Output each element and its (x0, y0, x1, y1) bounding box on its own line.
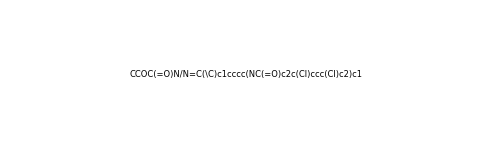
Text: CCOC(=O)N/N=C(\C)c1cccc(NC(=O)c2c(Cl)ccc(Cl)c2)c1: CCOC(=O)N/N=C(\C)c1cccc(NC(=O)c2c(Cl)ccc… (130, 70, 363, 80)
